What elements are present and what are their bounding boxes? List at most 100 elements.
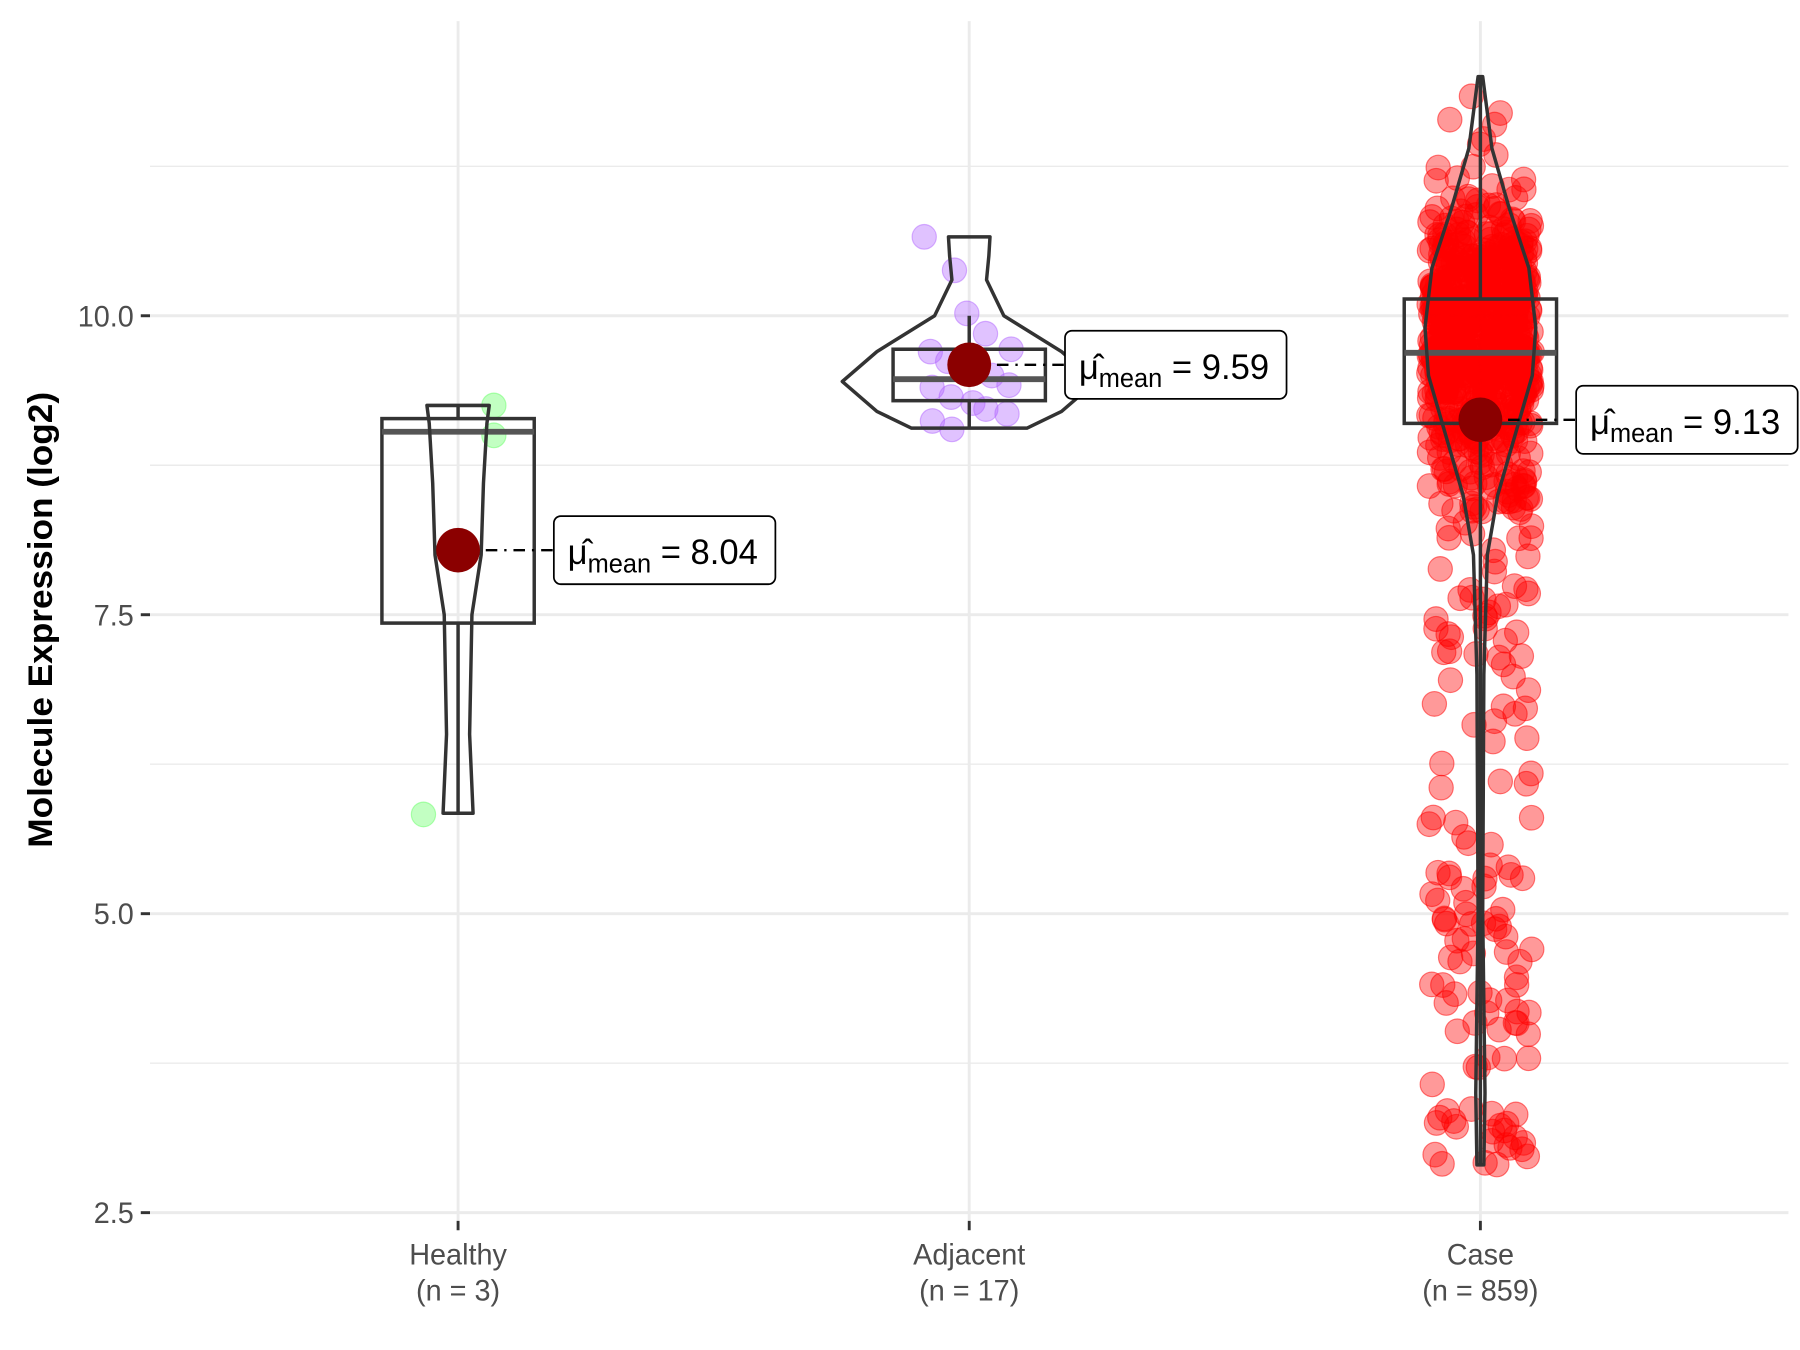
data-point	[1478, 451, 1504, 478]
mean-point	[1458, 397, 1503, 443]
data-point	[1518, 212, 1545, 239]
data-point	[1486, 379, 1512, 406]
y-tick-label: 10.0	[78, 301, 134, 333]
data-point	[1435, 621, 1461, 647]
data-point	[1503, 964, 1530, 991]
data-point	[1427, 1104, 1453, 1131]
group-adjacent: μ̂mean = 9.59	[840, 223, 1288, 443]
data-point	[1437, 106, 1463, 133]
mean-label: μ̂mean = 9.13	[1575, 384, 1799, 455]
data-point	[1441, 497, 1467, 524]
data-point	[1498, 861, 1524, 888]
data-point	[1433, 458, 1460, 485]
mean-label: μ̂mean = 9.59	[1064, 329, 1288, 400]
mean-value: = 9.59	[1162, 348, 1269, 387]
data-point	[1486, 644, 1512, 671]
data-point	[1419, 881, 1445, 908]
group-healthy: μ̂mean = 8.04	[380, 392, 777, 828]
data-point	[1493, 591, 1519, 618]
data-point	[1442, 981, 1468, 1008]
data-point	[1482, 548, 1508, 575]
data-point	[1447, 585, 1473, 612]
data-point	[1423, 167, 1449, 194]
data-point	[1510, 1129, 1537, 1156]
data-point	[410, 801, 437, 828]
data-point	[1437, 667, 1464, 694]
data-point	[1438, 624, 1465, 651]
data-point	[1448, 241, 1474, 268]
data-point	[1435, 515, 1461, 542]
data-point	[1479, 220, 1505, 247]
y-tick-label: 2.5	[94, 1198, 134, 1230]
data-point	[1428, 774, 1454, 801]
data-point	[973, 396, 999, 422]
mean-value: = 8.04	[651, 533, 758, 572]
data-point	[1501, 487, 1527, 514]
box	[380, 416, 536, 625]
data-point	[1506, 525, 1532, 552]
data-point	[1491, 1117, 1518, 1144]
data-point	[1447, 256, 1474, 283]
data-point	[1443, 809, 1469, 836]
data-point	[1429, 750, 1455, 777]
data-point	[1502, 700, 1528, 727]
data-point	[1419, 235, 1445, 262]
data-point	[1419, 1071, 1445, 1098]
data-point	[911, 223, 937, 250]
data-point	[1429, 1150, 1455, 1177]
data-point	[941, 257, 968, 284]
data-point	[1447, 301, 1474, 328]
data-point	[1490, 896, 1516, 923]
mean-value: = 9.13	[1673, 403, 1780, 442]
data-point	[1458, 475, 1484, 502]
data-point	[972, 320, 999, 347]
data-point	[1417, 328, 1443, 354]
data-point	[1465, 1054, 1492, 1081]
data-point	[960, 390, 986, 416]
points-case	[1416, 83, 1545, 1178]
data-point	[1515, 1045, 1542, 1072]
data-point	[1508, 643, 1535, 670]
data-point	[1435, 294, 1461, 321]
mean-label: μ̂mean = 8.04	[552, 515, 777, 586]
data-point	[1491, 1045, 1518, 1072]
data-point	[1518, 804, 1545, 831]
marks: μ̂mean = 8.04 μ̂mean = 9.59 μ̂mean = 9.13	[380, 74, 1799, 1178]
violin	[1423, 74, 1538, 1167]
data-point	[1437, 944, 1464, 971]
data-point	[1495, 987, 1521, 1014]
data-point	[1494, 323, 1520, 350]
mean-label-text: μ̂mean = 9.13	[1590, 403, 1780, 449]
data-point	[1435, 263, 1461, 290]
data-point	[1427, 556, 1453, 582]
data-point	[1419, 971, 1445, 998]
data-point	[1423, 615, 1449, 642]
mean-subscript: mean	[1610, 420, 1673, 448]
mean-label-text: μ̂mean = 8.04	[568, 533, 758, 579]
data-point	[1422, 1141, 1448, 1168]
mean-label-box	[1064, 329, 1288, 400]
data-point	[1464, 187, 1491, 214]
mean-label-text: μ̂mean = 9.59	[1079, 348, 1269, 394]
x-tick-label: Case	[1447, 1239, 1514, 1271]
data-point	[1436, 524, 1462, 551]
data-point	[1420, 804, 1446, 831]
data-point	[1417, 209, 1443, 235]
mean-point	[436, 527, 480, 573]
data-point	[1503, 619, 1530, 646]
mean-subscript: mean	[588, 550, 651, 578]
data-point	[1515, 1021, 1542, 1048]
data-point	[1504, 998, 1530, 1025]
data-point	[1470, 259, 1497, 286]
data-point	[1453, 328, 1479, 355]
y-tick-label: 7.5	[94, 600, 134, 632]
x-tick-label: Adjacent	[913, 1239, 1025, 1271]
data-point	[1507, 499, 1533, 526]
data-point	[938, 384, 964, 410]
mean-label-box	[552, 515, 777, 586]
y-axis-label: Molecule Expression (log2)	[21, 392, 60, 848]
data-point	[1425, 859, 1451, 886]
data-point	[1416, 473, 1443, 499]
